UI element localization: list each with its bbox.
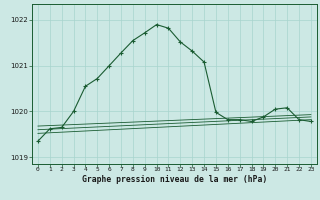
X-axis label: Graphe pression niveau de la mer (hPa): Graphe pression niveau de la mer (hPa) xyxy=(82,175,267,184)
